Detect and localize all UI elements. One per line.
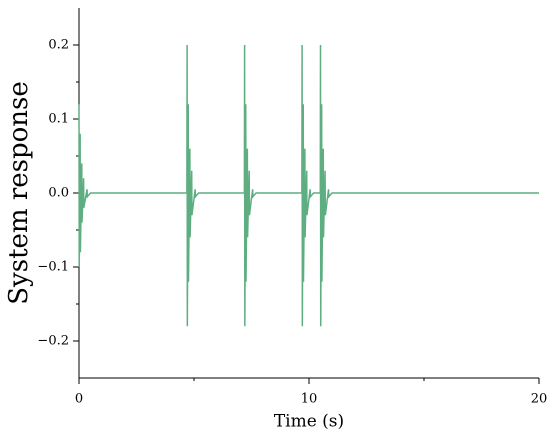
y-axis-label: System response [4,81,34,305]
x-tick-label: 10 [301,392,318,407]
y-tick-label: −0.2 [37,334,69,349]
x-axis-label: Time (s) [274,412,344,432]
y-tick-label: 0.0 [48,186,69,201]
x-tick-label: 20 [531,392,548,407]
signal-line [78,44,539,327]
y-tick-label: −0.1 [37,260,69,275]
y-tick-label: 0.2 [48,38,69,53]
x-tick-label: 0 [75,392,83,407]
y-tick-label: 0.1 [48,112,69,127]
